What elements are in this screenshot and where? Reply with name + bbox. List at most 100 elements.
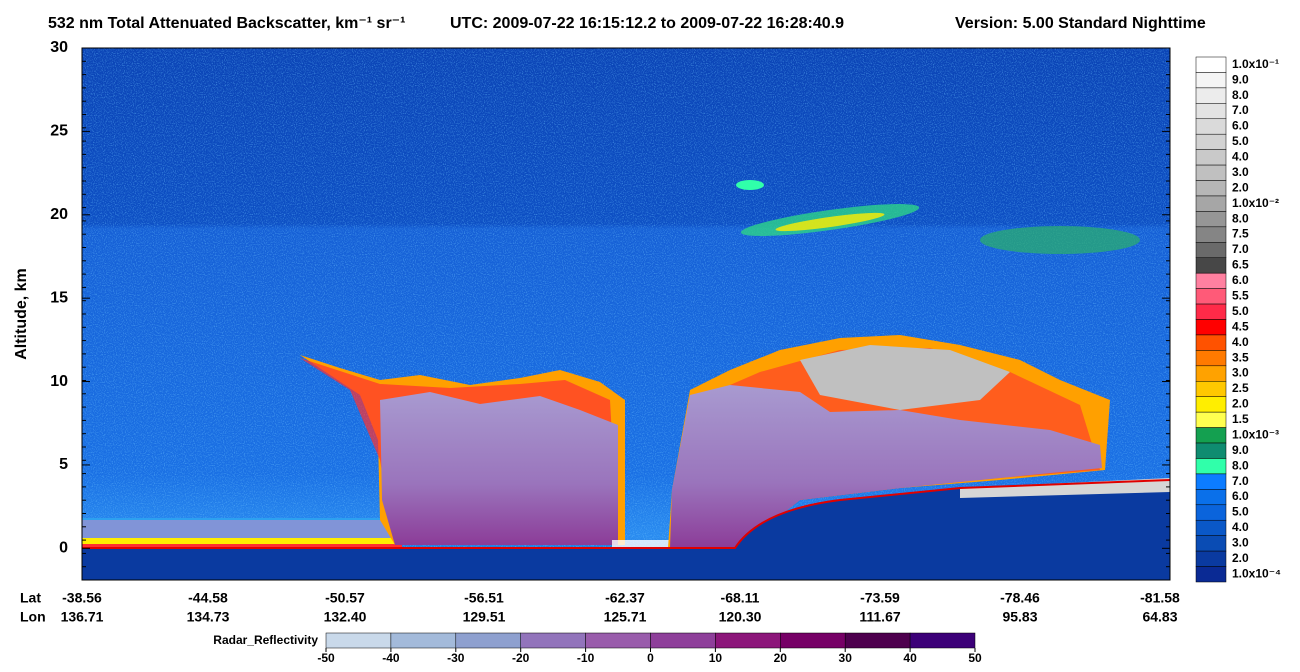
colorbar-label: 2.5	[1232, 381, 1249, 395]
colorbar-label: 1.0x10⁻²	[1232, 196, 1279, 210]
colorbar-label: 4.0	[1232, 150, 1249, 164]
colorbar-swatch	[1195, 303, 1227, 320]
colorbar-label: 3.5	[1232, 350, 1249, 364]
subtitle: UTC: 2009-07-22 16:15:12.2 to 2009-07-22…	[450, 15, 844, 32]
colorbar-swatch	[1195, 72, 1227, 89]
lon-label: 125.71	[604, 609, 647, 625]
lat-label: -73.59	[860, 590, 900, 606]
radar-swatch	[650, 632, 716, 649]
y-tick-label: 0	[59, 540, 68, 557]
lat-label: -38.56	[62, 590, 102, 606]
colorbar-swatch	[1195, 427, 1227, 444]
colorbar-swatch	[1195, 381, 1227, 397]
radar-tick-label: 40	[903, 651, 917, 665]
chart-title: 532 nm Total Attenuated Backscatter, km⁻…	[48, 15, 405, 32]
y-tick-label: 15	[50, 289, 68, 306]
radar-label: Radar_Reflectivity	[213, 633, 318, 647]
lat-label: -81.58	[1140, 590, 1180, 606]
lon-label: 129.51	[463, 609, 506, 625]
colorbar-label: 7.0	[1232, 103, 1249, 117]
y-tick-label: 5	[59, 456, 68, 473]
colorbar-label: 5.0	[1232, 304, 1249, 318]
lat-label: -68.11	[721, 590, 760, 606]
curtain-image	[82, 48, 1170, 580]
radar-swatch	[780, 632, 846, 649]
colorbar-label: 8.0	[1232, 211, 1249, 225]
lat-label: -56.51	[464, 590, 504, 606]
y-tick-label: 30	[50, 39, 68, 56]
colorbar-label: 6.0	[1232, 489, 1249, 503]
radar-tick-label: 20	[774, 651, 788, 665]
y-tick-label: 25	[50, 123, 68, 140]
colorbar-label: 7.0	[1232, 242, 1249, 256]
radar-swatch	[585, 632, 651, 649]
radar-tick-label: -10	[577, 651, 595, 665]
radar-swatch	[715, 632, 781, 649]
colorbar-label: 1.0x10⁻⁴	[1232, 566, 1281, 580]
version: Version: 5.00 Standard Nighttime	[955, 15, 1206, 32]
colorbar-swatch	[1195, 87, 1227, 104]
colorbar-label: 3.0	[1232, 536, 1249, 550]
radar-tick-label: 10	[709, 651, 723, 665]
colorbar-swatch	[1195, 257, 1227, 274]
lon-label: 136.71	[61, 609, 104, 625]
colorbar-label: 1.5	[1232, 412, 1249, 426]
colorbar-swatch	[1195, 566, 1227, 583]
radar-swatch	[844, 632, 911, 649]
radar-swatch	[390, 632, 457, 649]
colorbar-swatch	[1195, 118, 1227, 135]
colorbar-swatch	[1195, 535, 1227, 552]
colorbar-label: 6.5	[1232, 258, 1249, 272]
colorbar-label: 9.0	[1232, 443, 1249, 457]
lon-label: 134.73	[187, 609, 230, 625]
colorbar-label: 3.0	[1232, 366, 1249, 380]
colorbar-label: 3.0	[1232, 165, 1249, 179]
radar-tick-label: 0	[647, 651, 654, 665]
lat-label: -78.46	[1000, 590, 1040, 606]
colorbar-label: 9.0	[1232, 72, 1249, 86]
colorbar-swatch	[1195, 133, 1227, 150]
colorbar-label: 2.0	[1232, 551, 1249, 565]
y-tick-label: 10	[50, 373, 68, 390]
radar-swatch	[909, 632, 976, 649]
colorbar-label: 2.0	[1232, 180, 1249, 194]
radar-swatch	[520, 632, 586, 649]
colorbar-swatch	[1195, 56, 1227, 73]
colorbar-swatch	[1195, 195, 1227, 212]
colorbar-label: 4.0	[1232, 520, 1249, 534]
colorbar-swatch	[1195, 226, 1227, 243]
colorbar-label: 6.0	[1232, 273, 1249, 287]
colorbar-label: 2.0	[1232, 397, 1249, 411]
colorbar-swatch	[1195, 442, 1227, 459]
colorbar-label: 6.0	[1232, 119, 1249, 133]
radar-swatch	[455, 632, 521, 649]
colorbar-label: 7.0	[1232, 474, 1249, 488]
colorbar-label: 5.0	[1232, 505, 1249, 519]
colorbar-swatch	[1195, 103, 1227, 120]
radar-tick-label: -40	[382, 651, 400, 665]
lat-label: -50.57	[325, 590, 365, 606]
radar-tick-label: 50	[968, 651, 982, 665]
colorbar-swatch	[1195, 489, 1227, 506]
colorbar-swatch	[1195, 272, 1227, 289]
y-axis-label: Altitude, km	[13, 268, 30, 360]
lon-label: 132.40	[324, 609, 367, 625]
radar-tick-label: 30	[839, 651, 853, 665]
lat-label: Lat	[20, 590, 41, 606]
colorbar-swatch	[1195, 365, 1227, 382]
colorbar-swatch	[1195, 180, 1227, 197]
colorbar-label: 5.0	[1232, 134, 1249, 148]
y-tick-label: 20	[50, 206, 68, 223]
colorbar-label: 7.5	[1232, 227, 1249, 241]
radar-tick-label: -50	[317, 651, 335, 665]
lon-label: Lon	[20, 609, 46, 625]
colorbar-swatch	[1195, 550, 1227, 567]
lat-label: -62.37	[605, 590, 645, 606]
colorbar-label: 1.0x10⁻¹	[1232, 57, 1279, 71]
colorbar-swatch	[1195, 319, 1227, 336]
colorbar-swatch	[1195, 288, 1227, 305]
colorbar-swatch	[1195, 164, 1227, 181]
colorbar-swatch	[1195, 149, 1227, 166]
colorbar-label: 8.0	[1232, 458, 1249, 472]
